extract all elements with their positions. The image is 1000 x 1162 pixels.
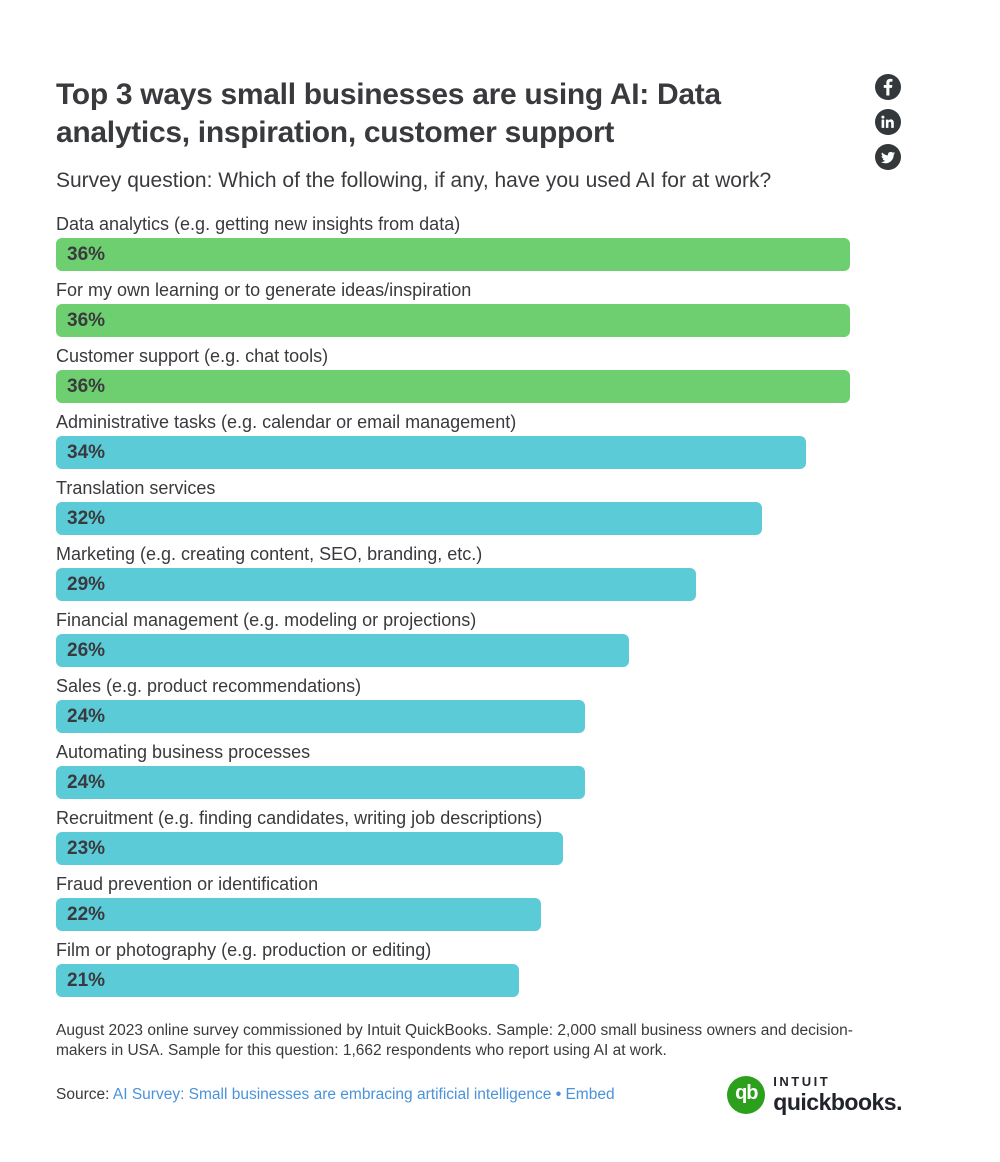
bar-category-label: Customer support (e.g. chat tools)	[56, 346, 329, 366]
bar-row: Fraud prevention or identification 22%	[56, 874, 944, 931]
bar-category-label: Administrative tasks (e.g. calendar or e…	[56, 412, 517, 432]
bar: 36%	[56, 304, 850, 337]
bar-value-label: 22%	[67, 903, 106, 925]
bar-value-label: 23%	[67, 837, 106, 859]
bar-value-label: 24%	[67, 771, 106, 793]
bar-row: For my own learning or to generate ideas…	[56, 280, 944, 337]
bar-value-label: 36%	[67, 309, 106, 331]
bar-row: Sales (e.g. product recommendations) 24%	[56, 676, 944, 733]
logo-wordmark: INTUIT quickbooks.	[773, 1075, 902, 1114]
bar-category-label: Fraud prevention or identification	[56, 874, 319, 894]
bar-value-label: 36%	[67, 243, 106, 265]
facebook-share-button[interactable]	[875, 74, 901, 100]
bar-row: Data analytics (e.g. getting new insight…	[56, 214, 944, 271]
bar-value-label: 26%	[67, 639, 106, 661]
bar-row: Marketing (e.g. creating content, SEO, b…	[56, 544, 944, 601]
bar-value-label: 29%	[67, 573, 106, 595]
twitter-share-button[interactable]	[875, 144, 901, 170]
header: Top 3 ways small businesses are using AI…	[56, 76, 944, 197]
bar: 36%	[56, 370, 850, 403]
intuit-wordmark: INTUIT	[773, 1074, 831, 1089]
bar-category-label: Translation services	[56, 478, 216, 498]
bar-value-label: 32%	[67, 507, 106, 529]
source-label: Source:	[56, 1085, 110, 1103]
bar-row: Film or photography (e.g. production or …	[56, 940, 944, 997]
bar: 32%	[56, 502, 762, 535]
qb-logo-icon: qb	[727, 1075, 766, 1114]
facebook-icon	[875, 74, 901, 100]
linkedin-share-button[interactable]	[875, 109, 901, 135]
source-link[interactable]: AI Survey: Small businesses are embracin…	[112, 1085, 552, 1103]
methodology-note: August 2023 online survey commissioned b…	[56, 1022, 853, 1059]
survey-question: Survey question: Which of the following,…	[56, 169, 772, 192]
intuit-quickbooks-logo: qb INTUIT quickbooks.	[727, 1075, 902, 1114]
bar-value-label: 24%	[67, 705, 106, 727]
bar-row: Financial management (e.g. modeling or p…	[56, 610, 944, 667]
bar: 26%	[56, 634, 630, 667]
bar: 24%	[56, 700, 586, 733]
separator-bullet: •	[555, 1085, 562, 1103]
bar-category-label: Sales (e.g. product recommendations)	[56, 676, 362, 696]
page-title: Top 3 ways small businesses are using AI…	[56, 78, 721, 149]
social-share-column	[875, 74, 901, 170]
bar-category-label: Financial management (e.g. modeling or p…	[56, 610, 477, 630]
bar: 23%	[56, 832, 564, 865]
source-row: Source: AI Survey: Small businesses are …	[56, 1075, 944, 1114]
bar-value-label: 21%	[67, 969, 106, 991]
embed-link[interactable]: Embed	[565, 1085, 615, 1103]
bar-category-label: Marketing (e.g. creating content, SEO, b…	[56, 544, 483, 564]
twitter-icon	[875, 144, 901, 170]
bar-row: Automating business processes 24%	[56, 742, 944, 799]
bar: 22%	[56, 898, 542, 931]
bar-category-label: Recruitment (e.g. finding candidates, wr…	[56, 808, 543, 828]
source-line: Source: AI Survey: Small businesses are …	[56, 1085, 615, 1105]
footer: August 2023 online survey commissioned b…	[56, 1021, 944, 1114]
bar: 29%	[56, 568, 696, 601]
bar-value-label: 34%	[67, 441, 106, 463]
bar-value-label: 36%	[67, 375, 106, 397]
bar-chart: Data analytics (e.g. getting new insight…	[56, 214, 944, 997]
bar-category-label: Data analytics (e.g. getting new insight…	[56, 214, 461, 234]
quickbooks-wordmark: quickbooks.	[773, 1089, 902, 1115]
bar-row: Recruitment (e.g. finding candidates, wr…	[56, 808, 944, 865]
bar: 24%	[56, 766, 586, 799]
bar-category-label: For my own learning or to generate ideas…	[56, 280, 472, 300]
bar-row: Translation services 32%	[56, 478, 944, 535]
bar: 21%	[56, 964, 520, 997]
linkedin-icon	[875, 109, 901, 135]
bar: 36%	[56, 238, 850, 271]
bar-row: Administrative tasks (e.g. calendar or e…	[56, 412, 944, 469]
bar: 34%	[56, 436, 806, 469]
bar-category-label: Automating business processes	[56, 742, 311, 762]
bar-row: Customer support (e.g. chat tools) 36%	[56, 346, 944, 403]
bar-category-label: Film or photography (e.g. production or …	[56, 940, 432, 960]
